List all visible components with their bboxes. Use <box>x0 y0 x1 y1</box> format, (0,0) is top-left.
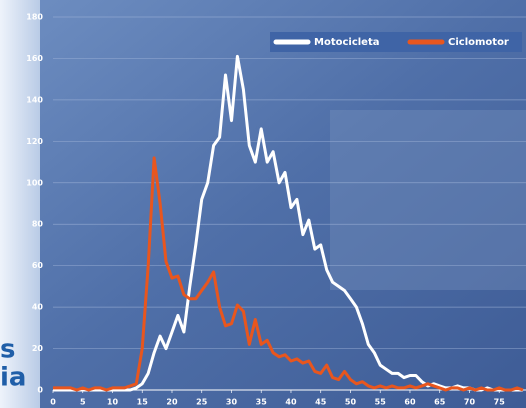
y-tick-label: 60 <box>32 261 44 270</box>
x-tick-label: 55 <box>375 398 387 407</box>
x-tick-label: 15 <box>137 398 149 407</box>
legend-label: Ciclomotor <box>448 37 509 48</box>
x-tick-label: 5 <box>80 398 86 407</box>
x-tick-label: 40 <box>285 398 297 407</box>
line <box>53 156 524 392</box>
side-text: s <box>0 335 15 365</box>
side-panel <box>0 0 40 408</box>
x-tick-label: 70 <box>464 398 476 407</box>
y-tick-label: 120 <box>26 137 43 146</box>
y-tick-label: 100 <box>26 178 43 187</box>
x-tick-label: 50 <box>345 398 357 407</box>
x-tick-label: 45 <box>315 398 327 407</box>
x-tick-label: 25 <box>196 398 208 407</box>
side-text: ia <box>0 363 26 393</box>
y-tick-label: 20 <box>32 344 44 353</box>
legend-box <box>270 32 522 52</box>
x-tick-label: 60 <box>404 398 416 407</box>
y-tick-label: 160 <box>26 54 43 63</box>
line <box>53 54 523 392</box>
x-tick-label: 0 <box>50 398 56 407</box>
x-tick-label: 20 <box>166 398 178 407</box>
x-tick-label: 35 <box>256 398 268 407</box>
y-tick-label: 80 <box>32 220 44 229</box>
y-tick-label: 180 <box>26 13 43 22</box>
x-tick-label: 65 <box>434 398 446 407</box>
x-tick-label: 75 <box>494 398 506 407</box>
y-tick-label: 40 <box>32 303 44 312</box>
photo-shade <box>330 110 526 290</box>
x-tick-label: 30 <box>226 398 238 407</box>
y-tick-label: 0 <box>37 386 43 395</box>
x-tick-label: 10 <box>107 398 119 407</box>
y-tick-label: 140 <box>26 95 43 104</box>
legend-label: Motocicleta <box>314 37 380 48</box>
